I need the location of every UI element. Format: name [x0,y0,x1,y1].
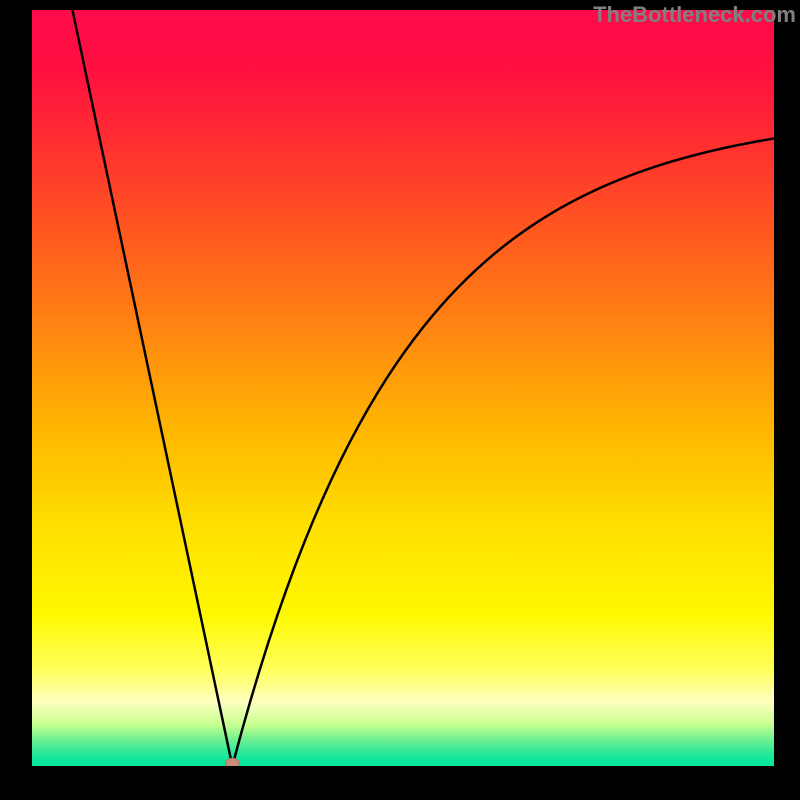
plot-background [32,10,774,766]
plot-area [32,10,774,766]
watermark-text: TheBottleneck.com [593,2,796,28]
min-marker [225,758,239,766]
chart-frame: TheBottleneck.com [0,0,800,800]
